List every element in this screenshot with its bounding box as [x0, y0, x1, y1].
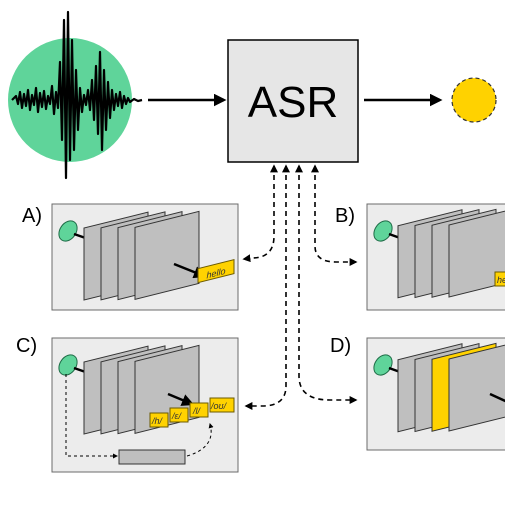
connector-asr-panel-a: [242, 164, 278, 263]
connector-asr-panel-d: [295, 164, 358, 404]
waveform-icon: [11, 10, 143, 180]
panel-b-layers: [397, 208, 505, 299]
panel-a-layers: [83, 210, 200, 301]
asr-box: ASR: [227, 39, 359, 163]
panel-d-layers: [397, 342, 505, 433]
panel-c-mic-icon: [58, 354, 78, 376]
output-circle: [451, 77, 497, 123]
panel-a-token: hello: [207, 266, 226, 281]
panel-c-letter: C): [16, 335, 37, 357]
panel-c-dashed-path-left: [65, 374, 118, 459]
panel-a: A) hello: [22, 203, 239, 311]
panel-c-dashed-path-right: [186, 423, 214, 457]
connector-asr-panel-c: [244, 164, 290, 410]
panel-b-mic-icon: [373, 220, 393, 242]
asr-label: ASR: [248, 78, 338, 127]
panel-b: B) he: [335, 203, 505, 311]
panel-d-mic-icon: [373, 354, 393, 376]
panel-c: C) /h/ /ɛ/ /l/ /oʊ/: [16, 335, 239, 473]
panel-d-letter: D): [330, 335, 351, 357]
panel-d: D): [330, 335, 505, 451]
panel-c-token-2: /ɛ/: [171, 411, 182, 421]
panel-a-letter: A): [22, 205, 42, 227]
panel-c-token-row: /h/ /ɛ/ /l/ /oʊ/: [149, 397, 235, 428]
panel-c-token-3: /l/: [192, 406, 202, 416]
panel-c-auxiliary-block: [118, 449, 186, 465]
panel-a-token-box: [197, 259, 235, 284]
panel-b-letter: B): [335, 205, 355, 227]
panel-b-token: he: [497, 275, 505, 285]
panel-a-mic-icon: [58, 220, 78, 242]
panel-b-token-box: [494, 271, 505, 287]
audio-input-icon: [8, 10, 143, 180]
panel-c-token-1: /h/: [151, 416, 164, 426]
panel-c-token-4: /oʊ/: [210, 401, 228, 411]
